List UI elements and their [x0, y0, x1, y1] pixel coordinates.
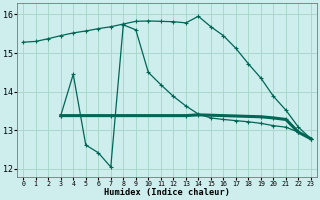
X-axis label: Humidex (Indice chaleur): Humidex (Indice chaleur) — [104, 188, 230, 197]
